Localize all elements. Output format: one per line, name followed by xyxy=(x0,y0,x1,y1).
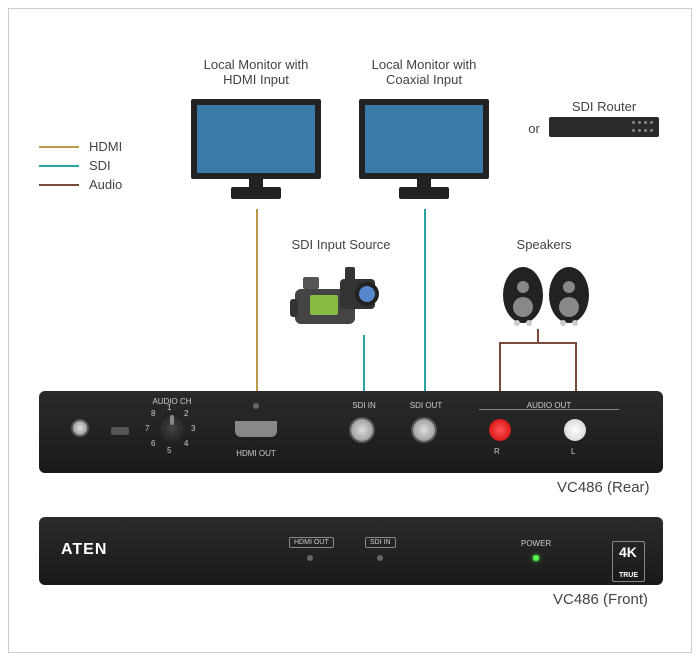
legend-audio: Audio xyxy=(39,177,122,192)
router-dots xyxy=(632,121,653,124)
led-sdi-in xyxy=(377,555,383,561)
front-panel-label: VC486 (Front) xyxy=(553,591,648,608)
dial-8: 8 xyxy=(151,409,155,418)
dial-7: 7 xyxy=(145,424,149,433)
monitor-coax xyxy=(359,99,489,199)
port-rca-r xyxy=(489,419,511,441)
brand-logo: ATEN xyxy=(61,541,107,559)
router-dots2 xyxy=(632,129,653,132)
dial-5: 5 xyxy=(167,446,171,455)
sdi-source-label: SDI Input Source xyxy=(271,237,411,252)
monitor-coax-stand xyxy=(399,187,449,199)
dial-6: 6 xyxy=(151,439,155,448)
audio-ch-label: AUDIO CH xyxy=(147,397,197,406)
rca-l-label: L xyxy=(571,447,575,456)
monitor-hdmi-stand xyxy=(231,187,281,199)
front-sdi-in-label: SDI IN xyxy=(365,537,396,548)
rear-panel-label: VC486 (Rear) xyxy=(557,479,650,496)
sdi-in-label: SDI IN xyxy=(344,401,384,410)
monitor-hdmi xyxy=(191,99,321,199)
monitor1-label: Local Monitor with HDMI Input xyxy=(181,57,331,87)
legend-sdi: SDI xyxy=(39,158,122,173)
dial-1: 1 xyxy=(167,403,171,412)
legend-audio-label: Audio xyxy=(89,177,122,192)
fourk-badge: 4KTRUE xyxy=(612,541,645,582)
led-hdmi-out xyxy=(307,555,313,561)
audio-bracket xyxy=(499,342,577,354)
led-rear xyxy=(253,403,259,409)
dial-3: 3 xyxy=(191,424,195,433)
monitor2-label: Local Monitor with Coaxial Input xyxy=(349,57,499,87)
line-sdi-out xyxy=(424,269,426,403)
line-sdi-monitor xyxy=(424,209,426,269)
led-power xyxy=(533,555,539,561)
monitor-coax-screen xyxy=(359,99,489,179)
front-hdmi-out-label: HDMI OUT xyxy=(289,537,334,548)
monitor-coax-neck xyxy=(417,179,431,187)
rca-r-label: R xyxy=(494,447,500,456)
port-rca-l xyxy=(564,419,586,441)
router-label: SDI Router xyxy=(549,99,659,114)
monitor-hdmi-neck xyxy=(249,179,263,187)
legend-sdi-line xyxy=(39,165,79,167)
dial-4: 4 xyxy=(184,439,188,448)
camera-icon xyxy=(285,259,385,329)
front-panel: ATEN HDMI OUT SDI IN POWER 4KTRUE xyxy=(39,517,663,585)
diagram-container: Local Monitor with HDMI Input Local Moni… xyxy=(8,8,692,653)
legend: HDMI SDI Audio xyxy=(39,139,122,196)
line-audio-up xyxy=(537,329,539,342)
line-hdmi xyxy=(256,209,258,404)
legend-sdi-label: SDI xyxy=(89,158,111,173)
monitor-hdmi-screen xyxy=(191,99,321,179)
legend-hdmi: HDMI xyxy=(39,139,122,154)
hdmi-out-label: HDMI OUT xyxy=(231,449,281,458)
dial-2: 2 xyxy=(184,409,188,418)
rear-panel: AUDIO CH 1 2 3 4 5 6 7 8 HDMI OUT SDI IN… xyxy=(39,391,663,473)
speakers-icon xyxy=(497,259,597,344)
legend-hdmi-line xyxy=(39,146,79,148)
or-label: or xyxy=(519,121,549,136)
audio-out-line xyxy=(479,409,619,410)
sdi-router xyxy=(549,117,659,137)
legend-audio-line xyxy=(39,184,79,186)
speakers-label: Speakers xyxy=(499,237,589,252)
port-power-jack xyxy=(71,419,89,437)
legend-hdmi-label: HDMI xyxy=(89,139,122,154)
port-sdi-in xyxy=(349,417,375,443)
front-power-label: POWER xyxy=(521,539,551,548)
sdi-out-label: SDI OUT xyxy=(406,401,446,410)
audio-ch-knob xyxy=(157,413,187,443)
port-micro xyxy=(111,427,129,435)
port-hdmi-out xyxy=(235,421,277,437)
port-sdi-out xyxy=(411,417,437,443)
